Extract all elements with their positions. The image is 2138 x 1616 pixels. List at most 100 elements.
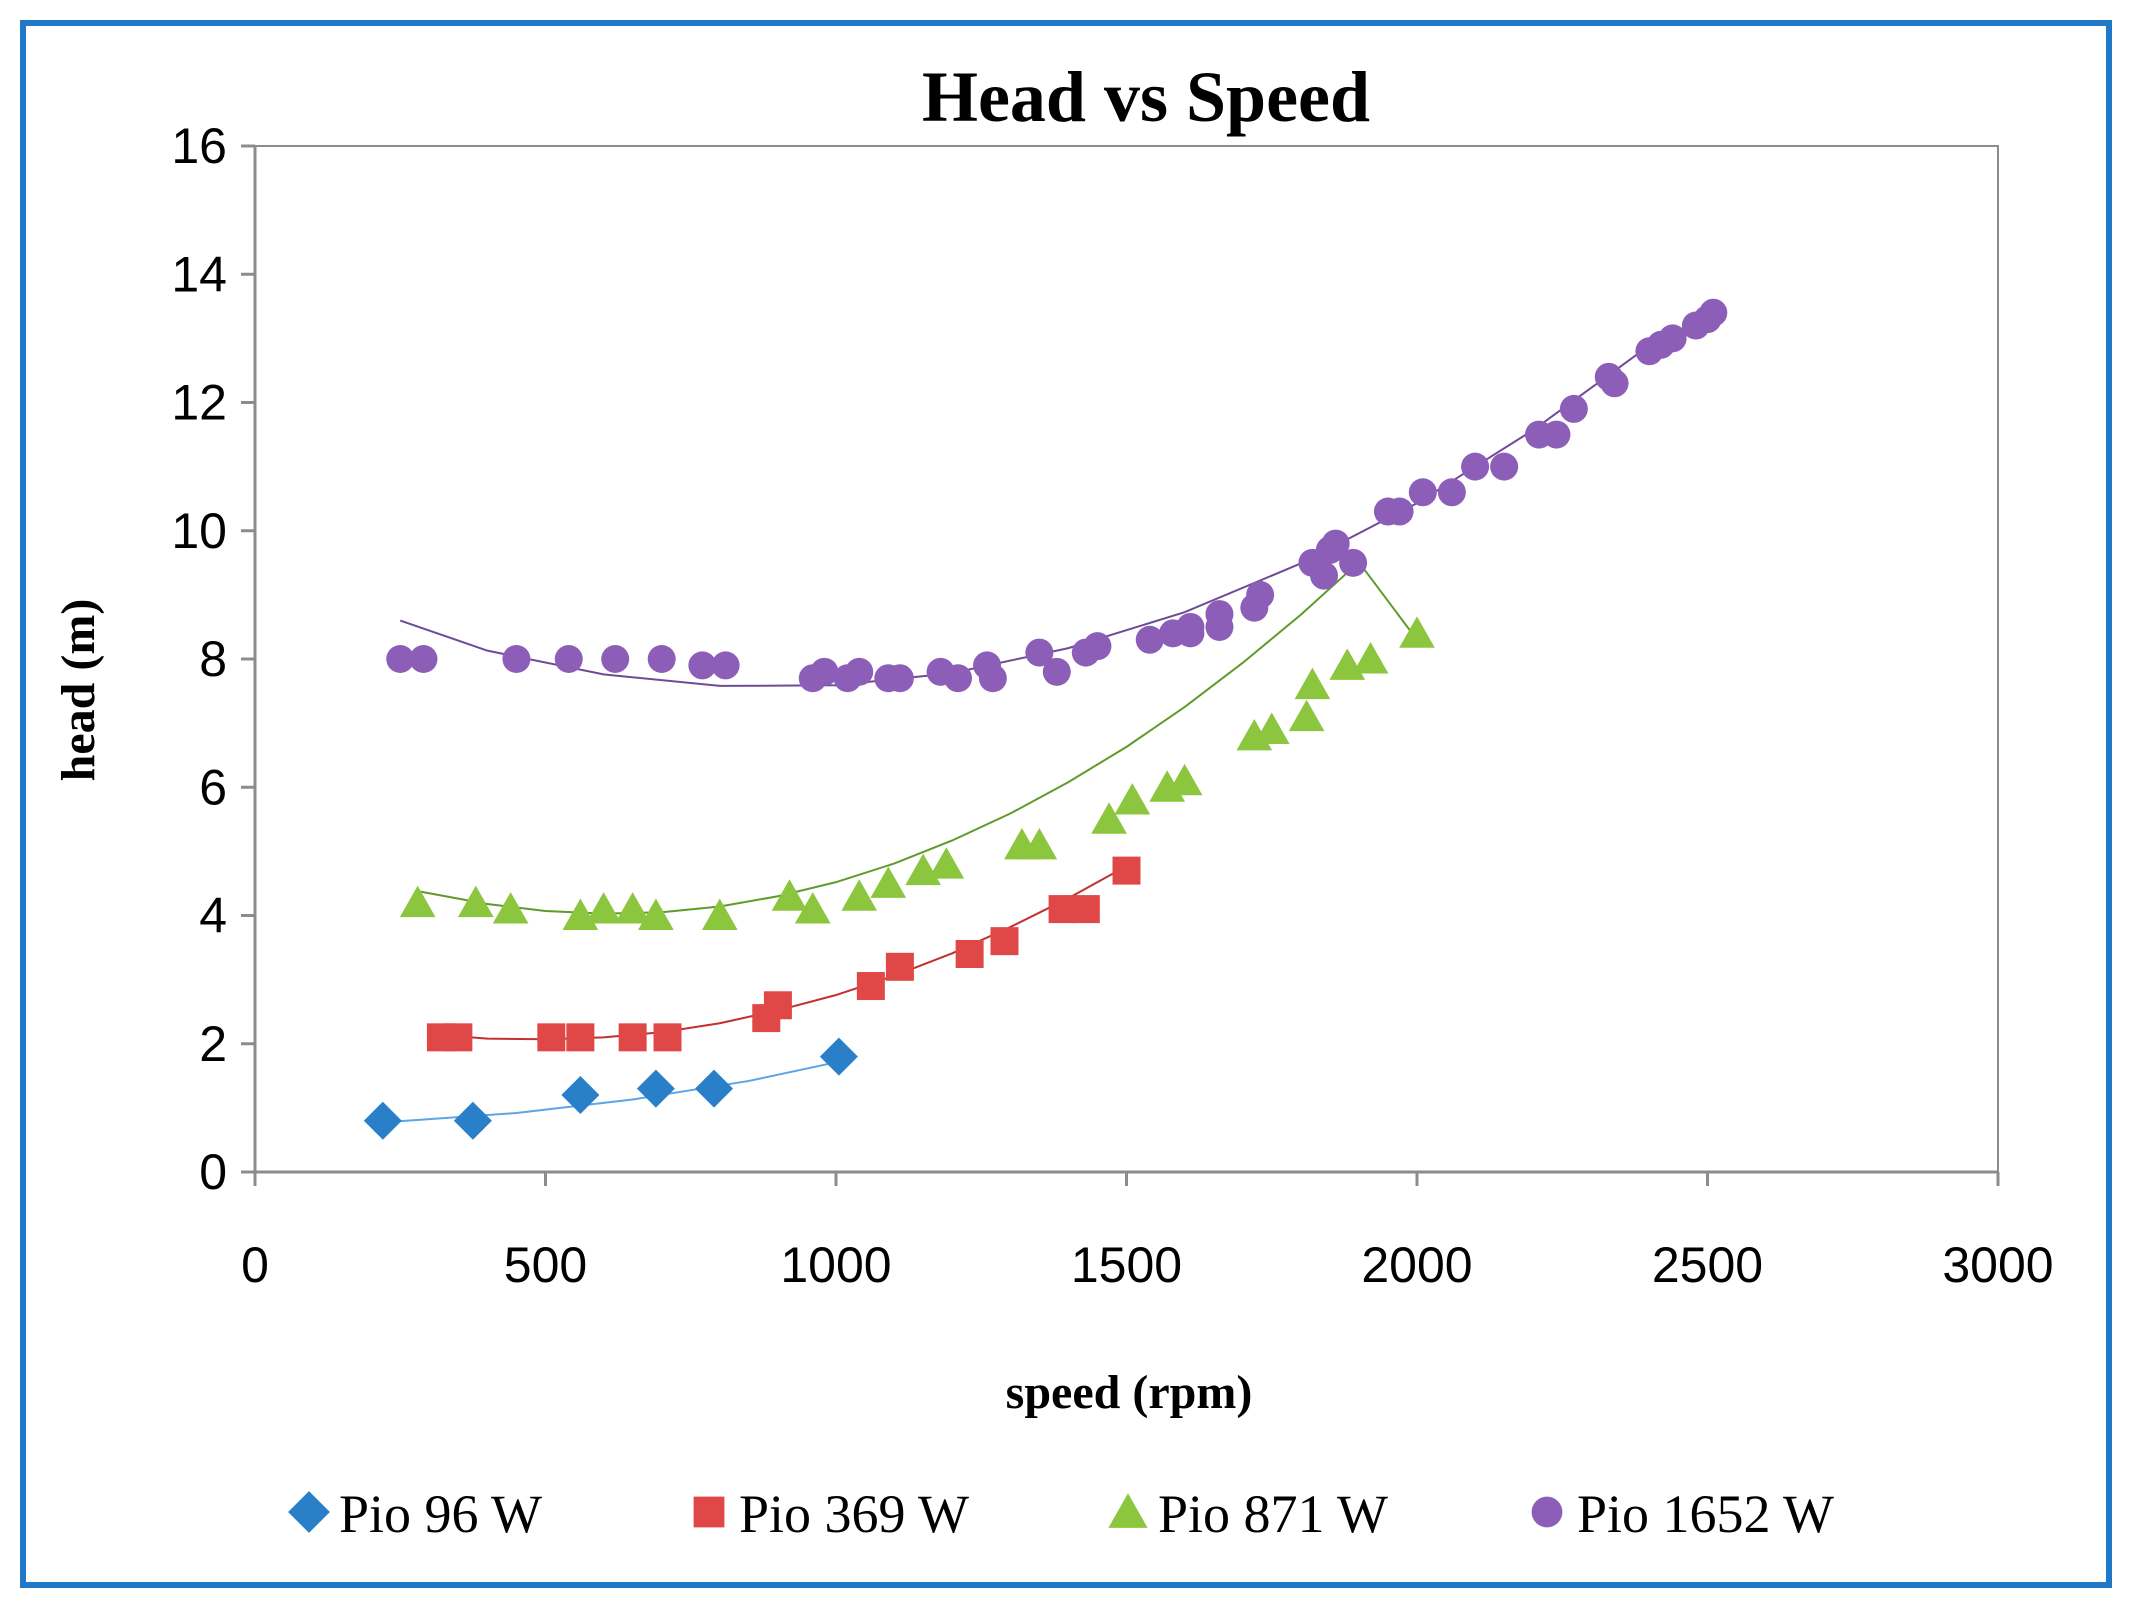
data-point-series-4 (1135, 625, 1164, 654)
data-point-series-3 (399, 885, 436, 918)
legend-marker-series-3 (1108, 1493, 1148, 1528)
data-point-series-3 (638, 898, 674, 930)
data-point-series-4 (978, 664, 1007, 693)
data-point-series-4 (1385, 497, 1414, 526)
data-point-series-4 (1042, 657, 1071, 686)
data-point-series-3 (457, 885, 494, 918)
data-point-series-1 (819, 1037, 858, 1076)
data-point-series-3 (1021, 827, 1058, 860)
x-axis-label: speed (rpm) (1006, 1366, 1253, 1419)
y-tick-label: 0 (199, 1144, 227, 1200)
data-point-series-3 (614, 892, 651, 924)
data-point-series-2 (763, 991, 792, 1020)
y-tick-label: 14 (171, 246, 227, 302)
chart-title: Head vs Speed (922, 57, 1370, 137)
x-tick-label: 1000 (780, 1237, 891, 1293)
data-point-series-3 (1294, 667, 1331, 700)
legend-marker-series-1 (288, 1491, 330, 1533)
data-point-series-3 (794, 892, 831, 924)
x-tick-label: 500 (504, 1237, 587, 1293)
x-tick-label: 2500 (1652, 1237, 1763, 1293)
data-point-series-3 (1114, 783, 1151, 815)
data-point-series-3 (1352, 642, 1389, 674)
data-point-series-4 (1408, 478, 1437, 507)
data-point-series-1 (636, 1069, 675, 1108)
data-point-series-4 (386, 645, 415, 673)
data-point-series-3 (1288, 699, 1325, 732)
y-tick-label: 4 (199, 888, 227, 944)
data-point-series-4 (1205, 600, 1234, 629)
data-point-series-4 (1339, 548, 1368, 577)
data-point-series-4 (409, 645, 438, 673)
legend: Pio 96 W Pio 369 W Pio 871 W Pio 1652 W (288, 1484, 1834, 1544)
data-point-series-2 (537, 1023, 566, 1052)
data-point-series-4 (885, 664, 914, 693)
data-point-series-4 (1310, 561, 1339, 590)
data-point-series-4 (1246, 580, 1275, 609)
trendline-series-4 (399, 311, 1714, 687)
data-point-series-4 (1600, 369, 1629, 398)
data-point-series-3 (771, 879, 808, 911)
x-tick-label: 2000 (1361, 1237, 1472, 1293)
legend-label-series-2: Pio 369 W (739, 1484, 969, 1544)
data-point-series-4 (1559, 394, 1588, 423)
y-axis-label: head (m) (52, 599, 105, 782)
data-point-series-4 (1321, 529, 1350, 558)
y-tick-label: 10 (171, 503, 227, 559)
data-point-series-4 (944, 664, 973, 693)
data-point-series-3 (492, 892, 529, 924)
data-point-series-4 (711, 651, 740, 680)
data-point-series-3 (1091, 802, 1127, 834)
legend-label-series-1: Pio 96 W (339, 1484, 542, 1544)
data-point-series-4 (1437, 478, 1466, 507)
data-point-series-2 (885, 952, 914, 981)
data-point-series-3 (1253, 712, 1290, 744)
data-point-series-4 (810, 657, 839, 686)
data-point-series-3 (1166, 763, 1203, 796)
data-point-series-4 (1083, 632, 1112, 661)
y-tick-label: 12 (171, 375, 227, 431)
data-point-series-4 (1461, 452, 1490, 481)
legend-label-series-4: Pio 1652 W (1577, 1484, 1834, 1544)
x-tick-label: 1500 (1071, 1237, 1182, 1293)
data-point-series-2 (955, 939, 984, 968)
data-point-series-1 (561, 1076, 600, 1115)
trendline-series-1 (388, 1060, 840, 1123)
data-point-series-4 (1699, 298, 1728, 327)
y-tick-label: 8 (199, 631, 227, 687)
data-point-series-4 (502, 645, 531, 673)
data-point-series-4 (845, 657, 874, 686)
data-point-series-4 (647, 645, 676, 673)
data-point-series-2 (1112, 856, 1141, 885)
data-point-series-2 (1071, 895, 1100, 924)
chart-frame: Head vs Speed head (m) speed (rpm) 0 2 4 6 8… (20, 20, 2112, 1588)
data-point-series-4 (1658, 324, 1687, 353)
data-point-series-2 (990, 927, 1019, 956)
data-point-series-3 (701, 898, 738, 930)
data-point-series-3 (841, 879, 878, 911)
x-tick-label: 3000 (1942, 1237, 2053, 1293)
y-tick-label: 6 (199, 759, 227, 815)
data-point-series-4 (1490, 452, 1519, 481)
data-point-series-4 (1542, 420, 1571, 449)
legend-marker-series-2 (693, 1496, 725, 1528)
legend-marker-series-4 (1531, 1496, 1563, 1528)
data-point-series-1 (694, 1069, 733, 1108)
data-point-series-2 (653, 1023, 682, 1052)
data-point-series-3 (585, 892, 622, 924)
data-point-series-2 (856, 972, 885, 1001)
head-vs-speed-chart: Head vs Speed head (m) speed (rpm) 0 2 4 6 8… (52, 57, 2054, 1544)
data-point-series-1 (453, 1101, 492, 1140)
data-point-series-4 (601, 645, 630, 673)
data-point-series-3 (1399, 616, 1435, 648)
y-tick-label: 2 (199, 1016, 227, 1072)
data-point-series-4 (1025, 638, 1054, 667)
data-point-series-1 (363, 1101, 402, 1140)
data-point-series-3 (928, 847, 965, 879)
data-point-series-2 (444, 1023, 473, 1052)
y-tick-label: 16 (171, 118, 227, 174)
x-tick-label: 0 (241, 1237, 269, 1293)
data-point-series-4 (688, 651, 717, 680)
data-point-series-4 (554, 645, 583, 673)
data-point-series-2 (566, 1023, 595, 1052)
